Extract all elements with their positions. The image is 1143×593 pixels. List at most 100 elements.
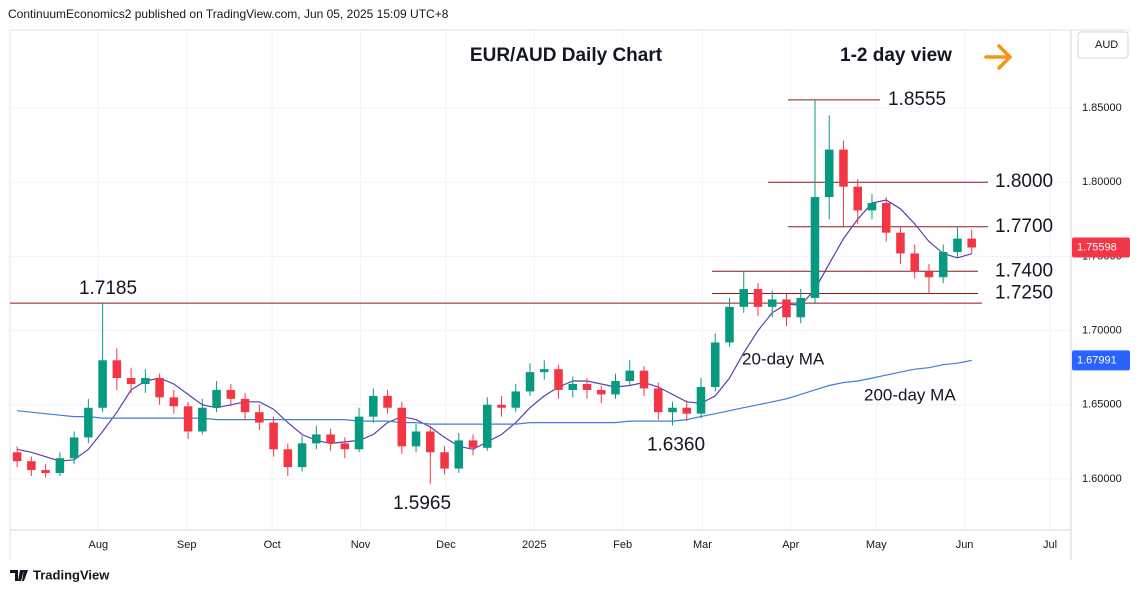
candle-body (668, 407, 677, 413)
y-tick-label: 1.65000 (1082, 399, 1122, 411)
series-label: 20-day MA (742, 349, 825, 368)
candle-body (924, 271, 934, 278)
candle-body (582, 384, 592, 390)
candle-body (297, 443, 307, 468)
candle-body (824, 149, 834, 198)
low-label: 1.5965 (393, 493, 451, 514)
candle-body (269, 422, 278, 450)
level-label: 1.7400 (995, 260, 1053, 281)
publisher: ContinuumEconomics2 published on Trading… (8, 7, 449, 21)
candle-body (212, 389, 221, 408)
view-arrow (984, 44, 1012, 70)
footer-logo: TradingView (10, 567, 110, 582)
candle-body (411, 431, 421, 447)
candle-body (796, 297, 805, 318)
y-tick-label: 1.60000 (1082, 473, 1122, 485)
candle-body (369, 395, 378, 417)
chart-title: EUR/AUD Daily Chart (470, 45, 663, 66)
grid (10, 30, 1071, 530)
x-tick-label: Aug (89, 539, 109, 551)
candle-body (710, 342, 720, 387)
candle-body (483, 404, 492, 448)
candle-body (55, 458, 65, 474)
candle-body (653, 388, 663, 413)
candle-body (511, 391, 521, 408)
candle-body (568, 384, 578, 390)
candle-body (354, 416, 364, 450)
level-label: 1.8000 (995, 171, 1053, 192)
candle-body (696, 386, 706, 414)
x-tick-label: Jun (956, 539, 974, 551)
chart-subtitle: 1-2 day view (840, 45, 952, 66)
candle-body (767, 299, 777, 307)
candle-body (867, 202, 877, 211)
candle-body (283, 449, 293, 468)
candle-body (910, 253, 919, 272)
currency-box[interactable] (1077, 31, 1129, 59)
x-tick-label: Dec (436, 539, 456, 551)
candle-body (497, 404, 506, 408)
candle-body (525, 372, 535, 392)
candle-body (468, 440, 478, 448)
price-badge (1072, 350, 1130, 371)
candle-body (312, 434, 321, 444)
level-label: 1.7700 (995, 216, 1053, 237)
level-label: 1.8555 (888, 89, 946, 110)
currency: AUD (1095, 39, 1118, 51)
price-badge (1072, 237, 1130, 258)
level-label: 1.7250 (995, 283, 1053, 304)
candle-body (112, 360, 122, 379)
price-badge-label: 1.67991 (1077, 354, 1117, 366)
candle-body (69, 437, 79, 459)
y-tick-label: 1.85000 (1082, 102, 1122, 114)
candle-body (881, 202, 891, 233)
candle-body (155, 378, 164, 398)
candle-body (625, 370, 635, 382)
candle-body (454, 440, 464, 469)
candle-body (682, 407, 692, 414)
candle-body (226, 389, 236, 399)
x-tick-label: Nov (351, 539, 371, 551)
candle-body (27, 461, 36, 471)
candle-body (198, 407, 207, 432)
candle-body (596, 389, 606, 395)
candle-body (782, 299, 791, 318)
candle-body (397, 407, 407, 447)
candle-body (839, 149, 848, 187)
candle-body (938, 251, 948, 278)
candle-body (126, 378, 136, 385)
y-tick-label: 1.70000 (1082, 324, 1122, 336)
price-badge-label: 1.75598 (1077, 241, 1117, 253)
candle-body (725, 306, 734, 343)
y-tick-label: 1.80000 (1082, 176, 1122, 188)
candle-body (753, 289, 763, 307)
candle-body (383, 395, 392, 408)
candle-body (440, 452, 449, 469)
x-tick-label: Feb (613, 539, 632, 551)
x-tick-label: Jul (1043, 539, 1057, 551)
series-label: 200-day MA (864, 385, 956, 404)
candle-body (611, 381, 620, 395)
candle-body (853, 186, 862, 211)
x-tick-label: Sep (177, 539, 197, 551)
candle-body (12, 452, 22, 462)
candle-body (41, 470, 50, 474)
x-tick-label: 2025 (522, 539, 546, 551)
level-label: 1.7185 (79, 278, 137, 299)
candle-body (183, 406, 193, 432)
x-tick-label: Apr (782, 539, 799, 551)
candle-body (810, 197, 820, 298)
footer-brand: TradingView (33, 567, 110, 582)
candle-body (255, 412, 264, 423)
low-label: 1.6360 (647, 435, 705, 456)
candle-body (98, 360, 107, 408)
candle-body (426, 431, 435, 453)
candle-body (739, 289, 749, 307)
candle-body (639, 370, 649, 389)
candle-body (326, 434, 335, 444)
candle-body (84, 407, 93, 438)
candle-body (953, 238, 962, 252)
